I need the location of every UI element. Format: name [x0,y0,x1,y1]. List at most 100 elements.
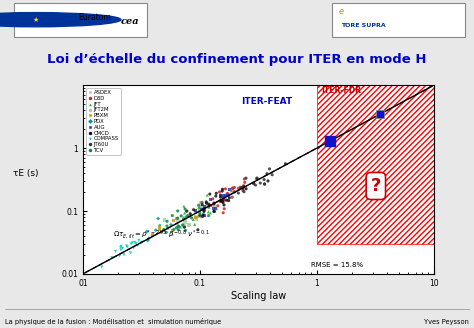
Point [134,243,142,248]
Point [177,213,185,218]
Point [148,234,156,239]
Point [117,245,124,250]
Point [241,180,248,185]
Point [188,215,195,221]
Point [218,199,225,204]
Point [253,176,261,181]
Point [242,175,250,181]
Point [219,189,226,194]
Point [112,249,119,254]
Point [220,206,228,211]
Point [117,244,125,249]
Point [220,195,228,200]
Point [231,185,238,190]
Point [263,171,271,176]
Point [174,208,182,214]
Point [117,247,125,253]
Point [164,226,171,231]
Point [196,213,204,218]
Point [156,226,164,232]
Circle shape [0,12,121,27]
Point [216,189,223,195]
Point [174,215,182,221]
Point [210,200,218,206]
Point [207,203,215,208]
Point [201,207,209,213]
Point [205,209,212,215]
Point [169,232,176,237]
Text: ITER-FEAT: ITER-FEAT [241,97,292,106]
Text: Loi d’échelle du confinement pour ITER en mode H: Loi d’échelle du confinement pour ITER e… [47,53,427,66]
Point [152,228,160,233]
Text: τE (s): τE (s) [13,169,39,178]
Point [261,181,268,187]
Point [143,229,150,234]
Point [225,198,232,203]
Point [261,181,268,187]
Point [201,213,209,218]
Point [196,204,204,209]
Point [180,223,187,228]
Point [180,216,188,221]
Point [260,177,268,182]
Point [219,200,227,205]
Point [155,216,162,221]
Point [163,223,171,229]
Point [210,209,218,214]
Point [161,217,168,223]
Point [221,197,229,203]
Point [192,209,200,215]
Point [138,240,146,245]
Point [170,227,178,232]
Point [219,187,226,192]
Point [173,219,181,224]
Point [195,214,202,219]
Point [212,194,219,199]
Point [199,202,206,207]
Point [181,225,188,230]
Point [128,241,135,247]
Point [235,186,242,191]
Point [191,214,199,219]
Text: ?: ? [371,177,381,195]
Point [213,207,220,212]
Point [181,206,189,212]
Bar [332,3,465,37]
Point [195,205,202,210]
Point [192,217,200,222]
Point [194,227,201,233]
Point [198,203,205,209]
Bar [14,3,147,37]
Point [178,225,185,230]
Point [203,201,210,206]
Point [229,186,237,192]
Point [225,187,233,192]
Point [235,191,242,196]
Point [168,213,176,218]
Point [175,224,183,230]
Text: Yves Peysson: Yves Peysson [424,318,469,325]
Text: RMSE = 15.8%: RMSE = 15.8% [311,262,364,268]
Point [268,172,276,177]
Point [264,178,272,184]
Point [190,217,197,222]
Point [176,218,183,223]
Point [180,215,187,220]
Point [116,253,123,258]
Point [250,180,257,186]
Point [250,181,257,186]
Point [190,207,197,212]
Point [169,228,177,234]
Point [163,230,170,235]
Point [195,203,202,208]
Point [201,204,209,209]
Point [184,213,191,218]
Point [173,216,180,221]
Point [205,201,212,207]
Point [228,188,235,194]
Point [224,191,232,196]
Point [173,225,180,230]
Point [181,210,188,215]
Point [222,193,229,198]
Point [199,206,206,212]
